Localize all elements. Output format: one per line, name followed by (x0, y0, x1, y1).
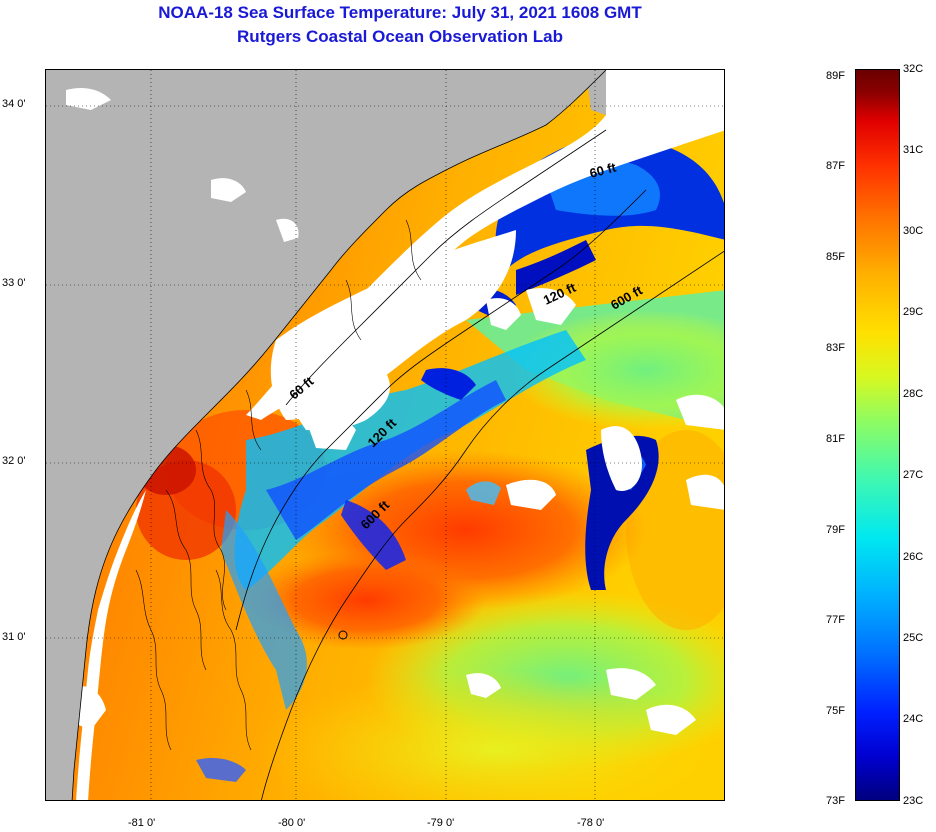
colorbar-c-label: 27C (903, 469, 924, 481)
colorbar-f-label: 83F (826, 342, 845, 354)
colorbar-c-label: 28C (903, 388, 924, 400)
sst-map: 60 ft 120 ft 600 ft 60 ft 120 ft 600 ft (45, 69, 725, 801)
estuary-lines (135, 219, 422, 751)
isobath-label: 60 ft (588, 159, 618, 181)
colorbar-f-label: 81F (826, 433, 845, 445)
station-marker (338, 630, 348, 640)
colorbar-f-label: 89F (826, 70, 845, 82)
colorbar-f-label: 87F (826, 160, 845, 172)
isobath-60ft (285, 129, 607, 406)
lon-tick-label: -78 0' (577, 817, 605, 829)
colorbar-f-label: 73F (826, 795, 845, 807)
isobath-600ft (261, 250, 724, 800)
lon-tick-label: -81 0' (128, 817, 156, 829)
colorbar-f-label: 77F (826, 614, 845, 626)
colorbar-c-label: 25C (903, 632, 924, 644)
colorbar-f-label: 75F (826, 705, 845, 717)
colorbar-f-label: 79F (826, 524, 845, 536)
lon-tick-label: -79 0' (427, 817, 455, 829)
colorbar-c-label: 23C (903, 795, 924, 807)
colorbar-c-label: 26C (903, 551, 924, 563)
colorbar-c-label: 32C (903, 63, 924, 75)
lon-tick-label: -80 0' (278, 817, 306, 829)
temperature-colorbar (855, 69, 900, 801)
map-subtitle: Rutgers Coastal Ocean Observation Lab (237, 27, 563, 46)
coastline (71, 70, 607, 800)
colorbar-c-label: 30C (903, 225, 924, 237)
lat-tick-label: 31 0' (2, 631, 26, 643)
isobath-120ft (235, 189, 647, 631)
isobath-lines (235, 129, 724, 800)
lat-tick-label: 32 0' (2, 455, 26, 467)
map-title: NOAA-18 Sea Surface Temperature: July 31… (158, 3, 642, 22)
colorbar-c-label: 24C (903, 713, 924, 725)
colorbar-c-label: 31C (903, 144, 924, 156)
lat-tick-label: 33 0' (2, 277, 26, 289)
colorbar-c-label: 29C (903, 306, 924, 318)
coastal-cloud-fringe (246, 70, 724, 420)
colorbar-f-label: 85F (826, 251, 845, 263)
graticule (46, 70, 724, 800)
lat-tick-label: 34 0' (2, 98, 26, 110)
